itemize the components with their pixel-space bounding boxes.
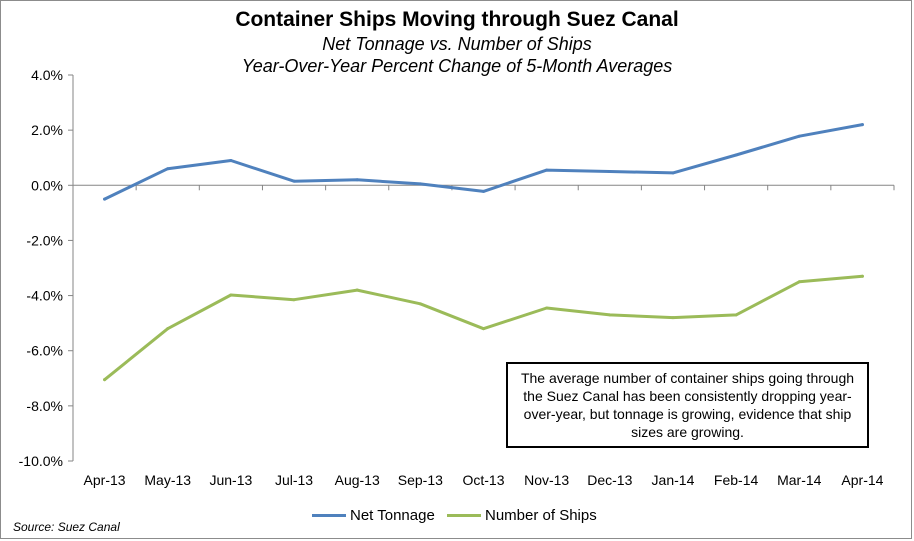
series-lines xyxy=(103,123,864,382)
legend-swatch-net-tonnage xyxy=(312,514,346,517)
x-tick-label: Apr-13 xyxy=(84,472,126,488)
x-tick-label: Feb-14 xyxy=(714,472,759,488)
legend-label-number-of-ships: Number of Ships xyxy=(485,507,597,524)
data-point xyxy=(418,302,422,306)
x-tick-label: Jan-14 xyxy=(652,472,695,488)
axes xyxy=(68,74,895,462)
x-tick-label: Oct-13 xyxy=(462,472,504,488)
annotation-text: The average number of container ships go… xyxy=(520,370,855,440)
data-point xyxy=(482,189,485,193)
data-point xyxy=(229,293,233,297)
x-tick-label: Jun-13 xyxy=(209,472,252,488)
data-point xyxy=(355,288,359,292)
data-point xyxy=(797,134,801,138)
data-point xyxy=(103,197,107,201)
x-tick-label: Nov-13 xyxy=(524,472,569,488)
y-tick-label: -2.0% xyxy=(26,232,63,248)
legend-label-net-tonnage: Net Tonnage xyxy=(350,507,435,524)
data-point xyxy=(355,178,359,182)
y-tick-label: 2.0% xyxy=(31,122,63,138)
y-tick-label: 0.0% xyxy=(31,177,63,193)
data-point xyxy=(166,167,170,171)
title-block: Container Ships Moving through Suez Cana… xyxy=(1,7,913,77)
data-point xyxy=(797,280,801,284)
x-tick-label: Jul-13 xyxy=(275,472,313,488)
data-point xyxy=(734,153,738,157)
chart-subtitle-2: Year-Over-Year Percent Change of 5-Month… xyxy=(241,56,673,76)
y-tick-label: -8.0% xyxy=(26,398,63,414)
data-point xyxy=(292,298,296,302)
chart-subtitle-1: Net Tonnage vs. Number of Ships xyxy=(322,34,592,54)
data-point xyxy=(229,158,233,162)
legend-swatch-number-of-ships xyxy=(447,514,481,517)
annotation-box: The average number of container ships go… xyxy=(506,362,869,448)
legend: Net Tonnage Number of Ships xyxy=(1,507,913,529)
y-tick-label: -4.0% xyxy=(26,288,63,304)
legend-item-net-tonnage: Net Tonnage xyxy=(312,507,435,524)
data-point xyxy=(103,378,107,382)
data-point xyxy=(292,179,296,183)
data-point xyxy=(545,168,549,172)
data-point xyxy=(545,306,549,310)
data-point xyxy=(860,123,864,127)
data-point xyxy=(482,327,485,331)
y-tick-label: 4.0% xyxy=(31,67,63,83)
data-point xyxy=(671,316,675,320)
x-tick-label: Aug-13 xyxy=(335,472,380,488)
y-tick-label: -6.0% xyxy=(26,343,63,359)
x-tick-label: Dec-13 xyxy=(587,472,632,488)
x-tick-label: Sep-13 xyxy=(398,472,443,488)
x-tick-labels: Apr-13 May-13 Jun-13 Jul-13 Aug-13 Sep-13 Oct-… xyxy=(84,472,884,488)
data-point xyxy=(671,171,675,175)
data-point xyxy=(166,327,170,331)
data-point xyxy=(608,313,612,317)
source-note: Source: Suez Canal xyxy=(13,520,120,534)
data-point xyxy=(860,274,864,278)
x-tick-label: Apr-14 xyxy=(841,472,883,488)
x-tick-label: Mar-14 xyxy=(777,472,822,488)
x-tick-label: May-13 xyxy=(144,472,191,488)
data-point xyxy=(734,313,738,317)
data-point xyxy=(608,170,612,173)
legend-item-number-of-ships: Number of Ships xyxy=(447,507,597,524)
chart-title: Container Ships Moving through Suez Cana… xyxy=(235,8,679,31)
y-tick-label: -10.0% xyxy=(19,453,63,469)
y-tick-labels: 4.0% 2.0% 0.0% -2.0% -4.0% -6.0% -8.0% -10.0% xyxy=(19,67,63,469)
data-point xyxy=(418,182,422,186)
series-line-net-tonnage xyxy=(103,123,864,201)
